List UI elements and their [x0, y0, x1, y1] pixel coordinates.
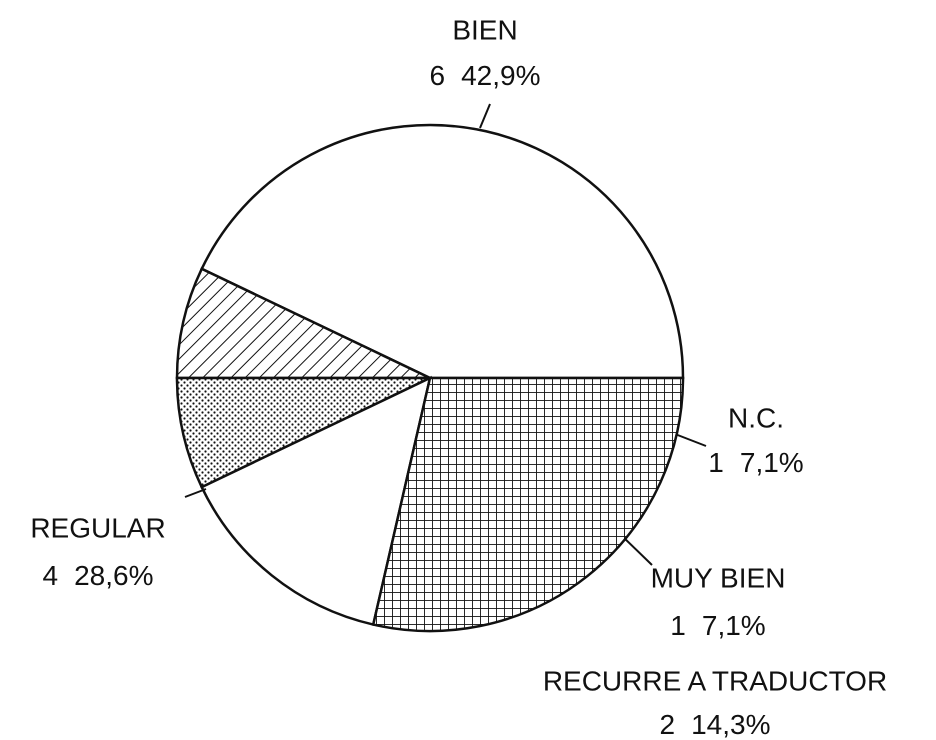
slice-percent: 14,3%: [691, 709, 770, 740]
slice-count: 4: [43, 560, 59, 591]
slice-count: 6: [430, 60, 446, 91]
slice-value: 4 28,6%: [43, 560, 154, 591]
slice-value: 1 7,1%: [708, 447, 803, 478]
slice-percent: 42,9%: [461, 60, 540, 91]
slice-percent: 7,1%: [702, 610, 766, 641]
slice-label: N.C.: [728, 402, 784, 433]
leader-line: [479, 103, 491, 129]
leader-line: [184, 488, 207, 498]
slice-count: 1: [670, 610, 686, 641]
slice-value: 1 7,1%: [670, 610, 765, 641]
slice-percent: 28,6%: [74, 560, 153, 591]
slice-count: 1: [708, 447, 724, 478]
slice-value: 6 42,9%: [430, 60, 541, 91]
pie-slice: [371, 376, 685, 633]
slice-label: RECURRE A TRADUCTOR: [543, 665, 887, 696]
slice-percent: 7,1%: [740, 447, 804, 478]
slice-label: BIEN: [452, 14, 517, 45]
slice-count: 2: [660, 709, 676, 740]
leader-line: [674, 433, 707, 447]
pie-slice: [175, 376, 431, 489]
pie-slice: [200, 375, 432, 627]
pie-slice: [200, 123, 685, 380]
slice-label: MUY BIEN: [651, 562, 786, 593]
pie-slice: [175, 267, 431, 380]
slice-value: 2 14,3%: [660, 709, 771, 740]
slice-label: REGULAR: [30, 512, 165, 543]
